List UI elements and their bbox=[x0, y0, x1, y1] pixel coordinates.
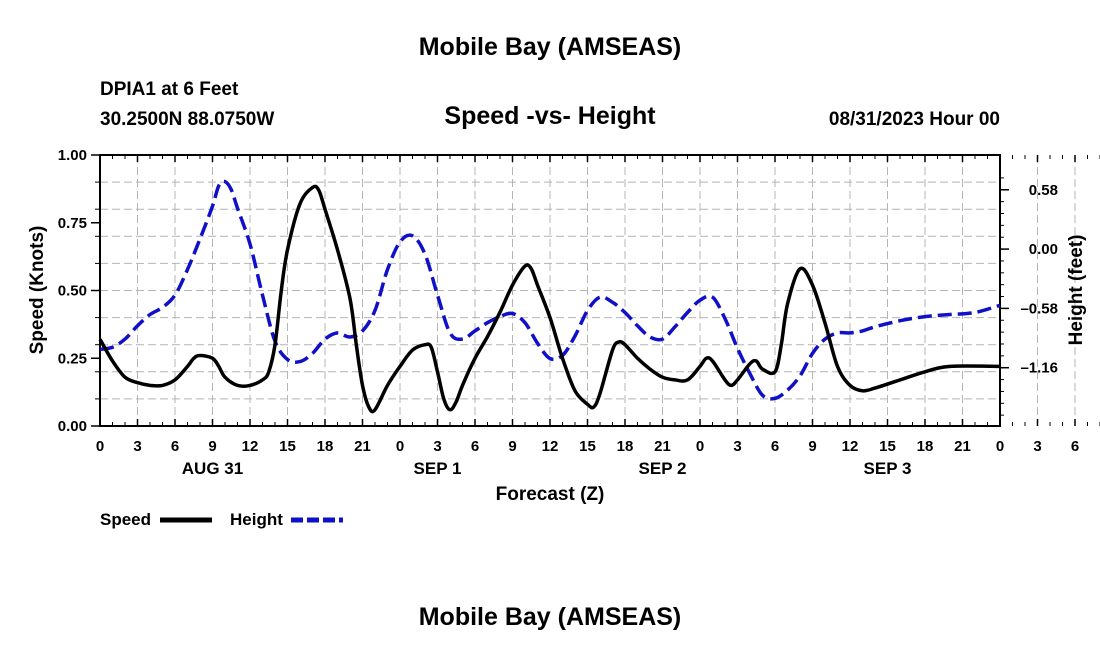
x-tick-label: 12 bbox=[842, 438, 859, 455]
x-tick-label: 0 bbox=[96, 438, 104, 455]
y-left-tick-label: 1.00 bbox=[58, 147, 87, 164]
x-axis-label: Forecast (Z) bbox=[496, 484, 605, 505]
series-line-height bbox=[99, 179, 1001, 401]
run-time-label: 08/31/2023 Hour 00 bbox=[829, 109, 1000, 130]
x-day-label: SEP 3 bbox=[864, 459, 912, 478]
x-tick-label: 3 bbox=[733, 438, 741, 455]
x-tick-label: 0 bbox=[696, 438, 704, 455]
x-tick-label: 6 bbox=[471, 438, 479, 455]
series-line-speed bbox=[98, 184, 1001, 414]
y-axis-left-label: Speed (Knots) bbox=[27, 226, 48, 355]
series-lines bbox=[98, 179, 1001, 414]
chart-title: Mobile Bay (AMSEAS) bbox=[419, 33, 682, 61]
grid-lines bbox=[100, 155, 1076, 426]
x-tick-label: 21 bbox=[654, 438, 671, 455]
x-tick-label: 3 bbox=[1033, 438, 1041, 455]
y-right-tick-label: –0.58 bbox=[1020, 300, 1058, 317]
x-day-label: SEP 2 bbox=[639, 459, 687, 478]
x-day-label: SEP 1 bbox=[414, 459, 462, 478]
y-right-tick-label: 0.58 bbox=[1029, 182, 1058, 199]
x-tick-label: 21 bbox=[954, 438, 971, 455]
x-tick-label: 0 bbox=[996, 438, 1004, 455]
x-tick-label: 9 bbox=[508, 438, 516, 455]
location-label: 30.2500N 88.0750W bbox=[100, 109, 274, 130]
legend-speed-label: Speed bbox=[100, 510, 151, 529]
x-tick-label: 15 bbox=[279, 438, 296, 455]
x-tick-label: 18 bbox=[317, 438, 334, 455]
x-tick-label: 3 bbox=[433, 438, 441, 455]
y-left-tick-label: 0.50 bbox=[58, 283, 87, 300]
y-right-tick-label: –1.16 bbox=[1020, 360, 1058, 377]
x-tick-label: 3 bbox=[133, 438, 141, 455]
axes: 0369121518210369121518210369121518210369… bbox=[58, 147, 1100, 478]
x-tick-label: 18 bbox=[617, 438, 634, 455]
x-day-label: AUG 31 bbox=[182, 459, 243, 478]
legend-height-label: Height bbox=[230, 510, 283, 529]
y-left-tick-label: 0.75 bbox=[58, 215, 87, 232]
y-left-tick-label: 0.25 bbox=[58, 350, 87, 367]
x-tick-label: 6 bbox=[171, 438, 179, 455]
x-tick-label: 15 bbox=[579, 438, 596, 455]
x-tick-label: 21 bbox=[354, 438, 371, 455]
x-tick-label: 18 bbox=[917, 438, 934, 455]
y-left-tick-label: 0.00 bbox=[58, 418, 87, 435]
x-tick-label: 6 bbox=[1071, 438, 1079, 455]
chart-subtitle: Speed -vs- Height bbox=[444, 102, 656, 130]
x-tick-label: 12 bbox=[242, 438, 259, 455]
y-right-tick-label: 0.00 bbox=[1029, 241, 1058, 258]
x-tick-label: 9 bbox=[808, 438, 816, 455]
x-tick-label: 15 bbox=[879, 438, 896, 455]
x-tick-label: 6 bbox=[771, 438, 779, 455]
y-axis-right-label: Height (feet) bbox=[1066, 235, 1087, 346]
footer-title: Mobile Bay (AMSEAS) bbox=[419, 603, 682, 631]
station-label: DPIA1 at 6 Feet bbox=[100, 79, 239, 100]
x-tick-label: 9 bbox=[208, 438, 216, 455]
x-tick-label: 12 bbox=[542, 438, 559, 455]
legend: Speed Height bbox=[100, 510, 343, 529]
x-tick-label: 0 bbox=[396, 438, 404, 455]
